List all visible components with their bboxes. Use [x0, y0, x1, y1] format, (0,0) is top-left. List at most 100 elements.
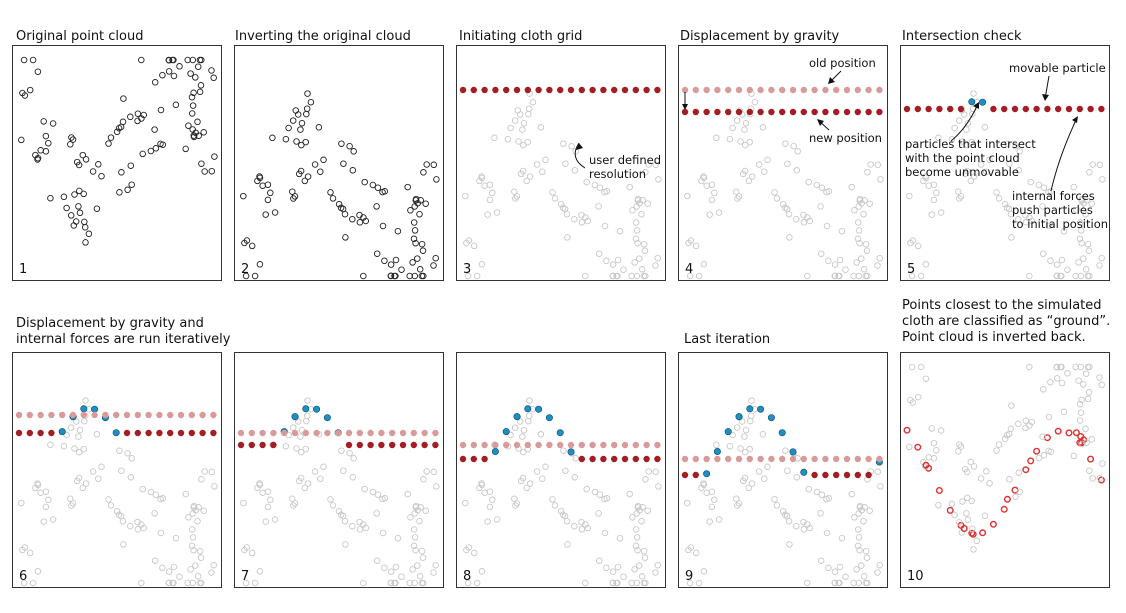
point-marker — [1040, 184, 1048, 191]
point-marker — [757, 405, 765, 413]
point-marker — [409, 259, 416, 266]
point-marker — [519, 474, 527, 482]
panel-6-plot — [15, 397, 218, 587]
point-marker — [419, 554, 427, 561]
point-marker — [741, 433, 748, 440]
point-marker — [746, 405, 754, 413]
point-marker — [289, 424, 297, 431]
point-marker — [1045, 447, 1052, 455]
point-marker — [271, 209, 279, 216]
point-marker — [327, 189, 334, 196]
point-marker — [120, 95, 127, 102]
point-marker — [645, 161, 652, 168]
point-marker — [835, 272, 842, 280]
point-marker — [399, 441, 407, 449]
point-marker — [685, 239, 692, 247]
point-marker — [634, 195, 642, 203]
point-marker — [248, 549, 256, 557]
point-marker — [297, 474, 305, 482]
point-marker — [519, 167, 527, 175]
point-marker — [644, 200, 651, 207]
point-marker — [520, 426, 528, 434]
point-marker — [269, 134, 276, 142]
point-marker — [1064, 370, 1071, 377]
point-marker — [34, 68, 42, 75]
point-marker — [621, 441, 629, 449]
point-marker — [170, 563, 178, 571]
point-marker — [600, 86, 607, 94]
point-marker — [481, 489, 488, 496]
point-marker — [793, 215, 800, 223]
point-marker — [304, 173, 312, 180]
point-marker — [1077, 409, 1085, 416]
point-marker — [591, 181, 599, 189]
point-marker — [1098, 254, 1105, 262]
point-marker — [157, 106, 165, 114]
point-marker — [735, 413, 743, 421]
point-marker — [188, 93, 196, 101]
point-marker — [256, 174, 264, 182]
point-marker — [782, 447, 789, 454]
point-marker — [874, 468, 882, 476]
point-marker — [628, 579, 635, 587]
point-marker — [759, 124, 767, 131]
point-marker — [251, 579, 259, 587]
point-marker — [192, 562, 199, 569]
point-marker — [713, 134, 720, 142]
annotation-internal-forces-1: internal forces — [1012, 189, 1095, 203]
point-marker — [914, 443, 922, 451]
point-marker — [856, 195, 864, 203]
point-marker — [632, 86, 639, 94]
point-marker — [955, 188, 962, 195]
point-marker — [1053, 272, 1061, 280]
point-marker — [134, 110, 142, 117]
point-marker — [700, 568, 708, 575]
point-marker — [609, 579, 617, 587]
point-marker — [785, 517, 793, 525]
point-marker — [484, 518, 491, 525]
point-marker — [356, 219, 364, 226]
point-marker — [374, 184, 382, 191]
point-marker — [1086, 272, 1093, 280]
point-marker — [1076, 105, 1083, 113]
point-marker — [45, 496, 52, 504]
point-marker — [1053, 261, 1061, 268]
point-marker — [642, 476, 649, 483]
point-marker — [629, 207, 636, 214]
point-marker — [1015, 469, 1023, 476]
point-marker — [387, 272, 395, 280]
point-marker — [629, 514, 636, 521]
point-marker — [248, 242, 256, 250]
point-marker — [516, 418, 524, 425]
point-marker — [681, 455, 689, 463]
point-marker — [63, 431, 70, 439]
panel-10-plot — [903, 363, 1106, 553]
point-marker — [524, 405, 532, 413]
point-marker — [369, 181, 377, 189]
point-marker — [568, 142, 575, 150]
point-marker — [823, 188, 830, 196]
point-marker — [1015, 167, 1023, 174]
point-marker — [822, 455, 829, 463]
point-marker — [411, 227, 419, 234]
point-marker — [986, 479, 993, 487]
point-marker — [420, 476, 427, 483]
point-marker — [379, 222, 387, 230]
point-marker — [855, 534, 863, 541]
point-marker — [853, 259, 860, 266]
point-marker — [340, 160, 347, 167]
point-marker — [557, 507, 565, 515]
point-marker — [542, 156, 549, 164]
point-marker — [611, 441, 618, 449]
point-marker — [1003, 495, 1011, 503]
point-marker — [933, 189, 940, 197]
point-marker — [392, 563, 400, 571]
point-marker — [198, 476, 205, 483]
point-marker — [1064, 266, 1071, 273]
point-marker — [188, 411, 195, 419]
point-marker — [1033, 447, 1041, 455]
point-marker — [379, 188, 386, 196]
point-marker — [748, 173, 756, 180]
point-marker — [1060, 408, 1068, 416]
panel-6: 6 — [12, 352, 222, 588]
